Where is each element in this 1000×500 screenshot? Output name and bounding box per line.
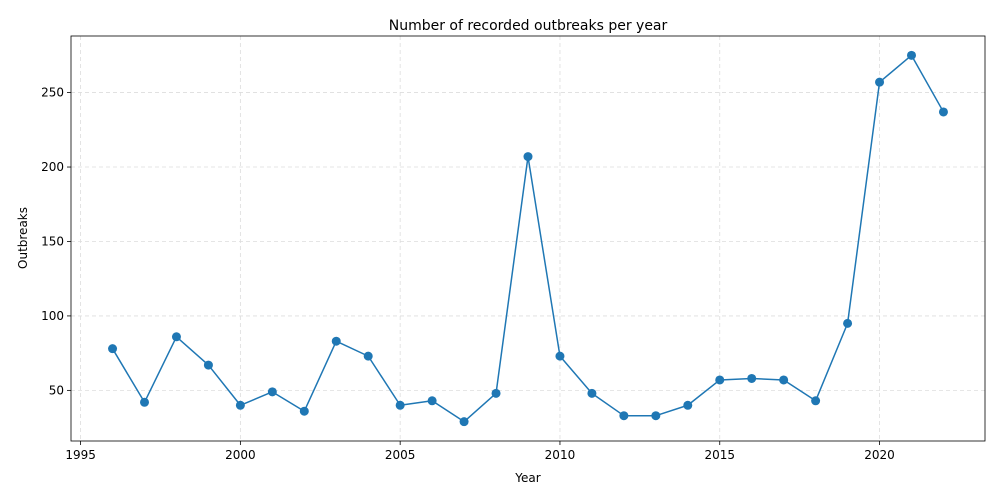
data-point [938,107,948,117]
x-tick-label: 2010 [545,448,576,462]
plot-frame [70,35,986,442]
series-layer [108,50,948,427]
data-point [140,397,150,407]
x-tick-label: 2020 [864,448,895,462]
data-point [843,318,853,328]
x-tick-label: 2005 [385,448,416,462]
data-point [651,411,661,421]
x-tick-label: 1995 [65,448,96,462]
data-point [267,387,277,397]
data-point [427,396,437,406]
y-tick-label: 150 [41,234,64,248]
data-point [459,417,469,427]
series-line [111,54,945,423]
data-point [715,375,725,385]
data-point [619,411,629,421]
y-tick-label: 200 [41,160,64,174]
data-point [779,375,789,385]
data-point [906,50,916,60]
x-tick-label: 2000 [225,448,256,462]
grid-layer [71,36,985,441]
data-point [811,396,821,406]
data-point [555,351,565,361]
y-tick-label: 250 [41,86,64,100]
x-tick-label: 2015 [704,448,735,462]
y-tick-label: 50 [49,383,64,397]
data-point [747,373,757,383]
data-point [875,77,885,87]
data-point [108,344,118,354]
y-axis-label: Outbreaks [16,207,30,269]
data-point [395,400,405,410]
data-point [491,388,501,398]
data-point [299,406,309,416]
data-point [203,360,213,370]
x-axis-label: Year [514,471,540,485]
chart-title: Number of recorded outbreaks per year [389,18,668,34]
data-point [523,152,533,162]
data-point [235,400,245,410]
data-point [171,332,181,342]
axes-layer: 1995 2000 2005 2010 2015 2020 50 100 150 200 250 [41,86,895,462]
data-point [363,351,373,361]
data-point [587,388,597,398]
data-point [331,336,341,346]
data-point [683,400,693,410]
y-tick-label: 100 [41,309,64,323]
